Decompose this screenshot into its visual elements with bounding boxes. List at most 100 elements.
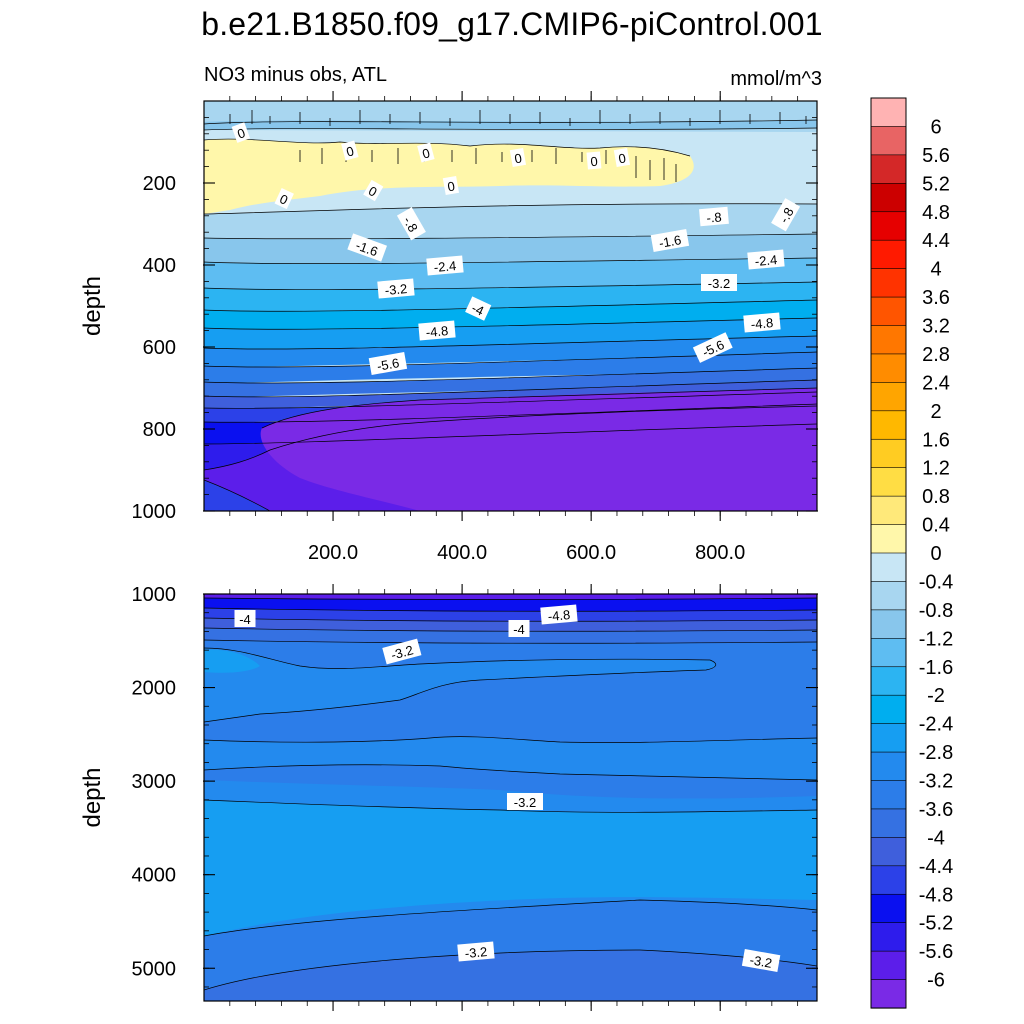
- colorbar-swatch: [870, 581, 907, 611]
- colorbar-swatch: [870, 382, 907, 412]
- colorbar: 6 5.6 5.2 4.8 4.4 4 3.6 3.2 2.8 2.4 2 1.6 1.2 0.8 0.4 0…: [870, 97, 953, 1009]
- contour-label-text: -4.8: [425, 323, 449, 340]
- colorbar-label: -3.2: [919, 771, 953, 793]
- contour-label-text: -.8: [706, 209, 722, 225]
- y-axis-title: depth: [79, 767, 106, 827]
- contour-label-text: -3.2: [389, 642, 415, 662]
- contour-label-bg: [396, 207, 426, 241]
- y-tick-label: 400: [143, 255, 176, 277]
- colorbar-label: 4.4: [922, 230, 950, 252]
- colorbar-label: -4: [927, 827, 945, 849]
- contour-label: -.8: [396, 207, 426, 241]
- x-tick-label: 200.0: [308, 542, 358, 564]
- contour-label-bg: [274, 187, 294, 210]
- colorbar-label: 4: [930, 259, 941, 281]
- contour-label-text: -2.4: [433, 258, 457, 275]
- x-tick-label: 600.0: [566, 542, 616, 564]
- lower-axes: 1000 2000 3000 4000 5000 depth: [79, 584, 818, 1011]
- colorbar-label: 3.6: [922, 287, 950, 309]
- contour-label: -1.6: [347, 233, 387, 262]
- contour-label: 0: [586, 151, 602, 170]
- colorbar-swatch: [870, 211, 907, 241]
- colorbar-swatch: [870, 780, 907, 810]
- band-fill: [204, 368, 817, 398]
- colorbar-swatch: [870, 666, 907, 696]
- colorbar-label: -2.4: [919, 714, 953, 736]
- colorbar-label: 0.8: [922, 486, 950, 508]
- colorbar-swatch: [870, 950, 907, 981]
- contour-label: -5.6: [368, 352, 408, 376]
- colorbar-label: -6: [927, 970, 945, 992]
- contour-label: 0: [509, 147, 527, 168]
- colorbar-swatch: [870, 296, 907, 327]
- contour-label-text: -3.2: [708, 276, 730, 291]
- colorbar-swatch: [870, 694, 907, 725]
- contour-label: -4: [234, 610, 256, 627]
- contour-label: -3.2: [457, 941, 495, 962]
- colorbar-swatch: [870, 495, 907, 526]
- colorbar-label: -0.4: [919, 571, 953, 593]
- contour-label: -3.2: [741, 949, 781, 973]
- colorbar-label: -1.6: [919, 657, 953, 679]
- contour-label-text: 0: [617, 150, 627, 166]
- contour-label: -4: [508, 620, 530, 637]
- colorbar-label: 1.6: [922, 429, 950, 451]
- contour-label-bg: [465, 296, 492, 321]
- y-tick-label: 200: [143, 173, 176, 195]
- colorbar-label: 2.8: [922, 344, 950, 366]
- chart-title: b.e21.B1850.f09_g17.CMIP6-piControl.001: [201, 6, 823, 42]
- colorbar-label: -2.8: [919, 742, 953, 764]
- colorbar-swatch: [870, 183, 907, 213]
- contour-label: -1.6: [650, 229, 690, 253]
- band-fill: [204, 139, 694, 214]
- contour-label-bg: [771, 198, 801, 232]
- colorbar-swatch: [870, 97, 907, 128]
- contour-label-text: -3.2: [514, 795, 536, 810]
- upper-plot-frame: [203, 100, 818, 512]
- band-fill: [204, 480, 270, 511]
- contour-label-bg: [650, 229, 690, 253]
- contour-label-text: -1.6: [354, 238, 380, 260]
- contour-label-text: -4: [469, 300, 486, 318]
- band-fill: [204, 380, 817, 410]
- band-fill: [204, 648, 716, 722]
- contour-label-bg: [613, 147, 631, 168]
- lower-contour-labels: -4 -4 -4.8 -3.2 -3.2 -3.2 -3.2: [234, 604, 781, 973]
- contour-label-text: 0: [345, 143, 356, 159]
- y-tick-label: 3000: [132, 771, 177, 793]
- contour-label: -4: [465, 296, 492, 321]
- contour-label-bg: [743, 312, 781, 333]
- colorbar-label: -2: [927, 685, 945, 707]
- band-fill: [204, 950, 817, 1001]
- contour-label: 0: [613, 147, 631, 168]
- lower-plot-frame: [203, 593, 818, 1002]
- colorbar-label: 1.2: [922, 458, 950, 480]
- colorbar-label: 6: [930, 116, 941, 138]
- y-tick-label: 600: [143, 337, 176, 359]
- colorbar-label: 0: [930, 543, 941, 565]
- contour-label-bg: [457, 941, 495, 962]
- contour-label-bg: [382, 638, 422, 665]
- colorbar-swatch: [870, 325, 907, 355]
- contour-label-text: -4.8: [547, 607, 571, 624]
- upper-contour-labels: 0 0 0 0 0 0 0 0 0 -.8 -.8 -.8 -1.6 -1.6 -2.4 -2.4 -3.2 -3…: [231, 122, 801, 376]
- contour-label-text: -3.2: [384, 281, 408, 298]
- contour-label-bg: [701, 274, 737, 291]
- chart-units-label: mmol/m^3: [730, 68, 822, 90]
- colorbar-label: 3.2: [922, 316, 950, 338]
- band-fill: [204, 800, 817, 936]
- colorbar-swatch: [870, 126, 907, 156]
- contour-label: -3.2: [507, 793, 543, 810]
- contour-label-text: -4.8: [750, 315, 774, 332]
- contour-label: 0: [274, 187, 294, 210]
- contour-label-bg: [417, 142, 435, 163]
- colorbar-swatch: [870, 353, 907, 383]
- colorbar-swatch: [870, 268, 907, 298]
- contour-label: -.8: [771, 198, 801, 232]
- contour-label-bg: [699, 206, 729, 227]
- contour-label-text: 0: [235, 125, 247, 142]
- colorbar-swatch: [870, 438, 907, 469]
- colorbar-label: -0.8: [919, 600, 953, 622]
- upper-axes: 200 400 600 800 1000 200.0 400.0 600.0 800.0 dept…: [79, 91, 818, 564]
- band-fill: [260, 388, 817, 511]
